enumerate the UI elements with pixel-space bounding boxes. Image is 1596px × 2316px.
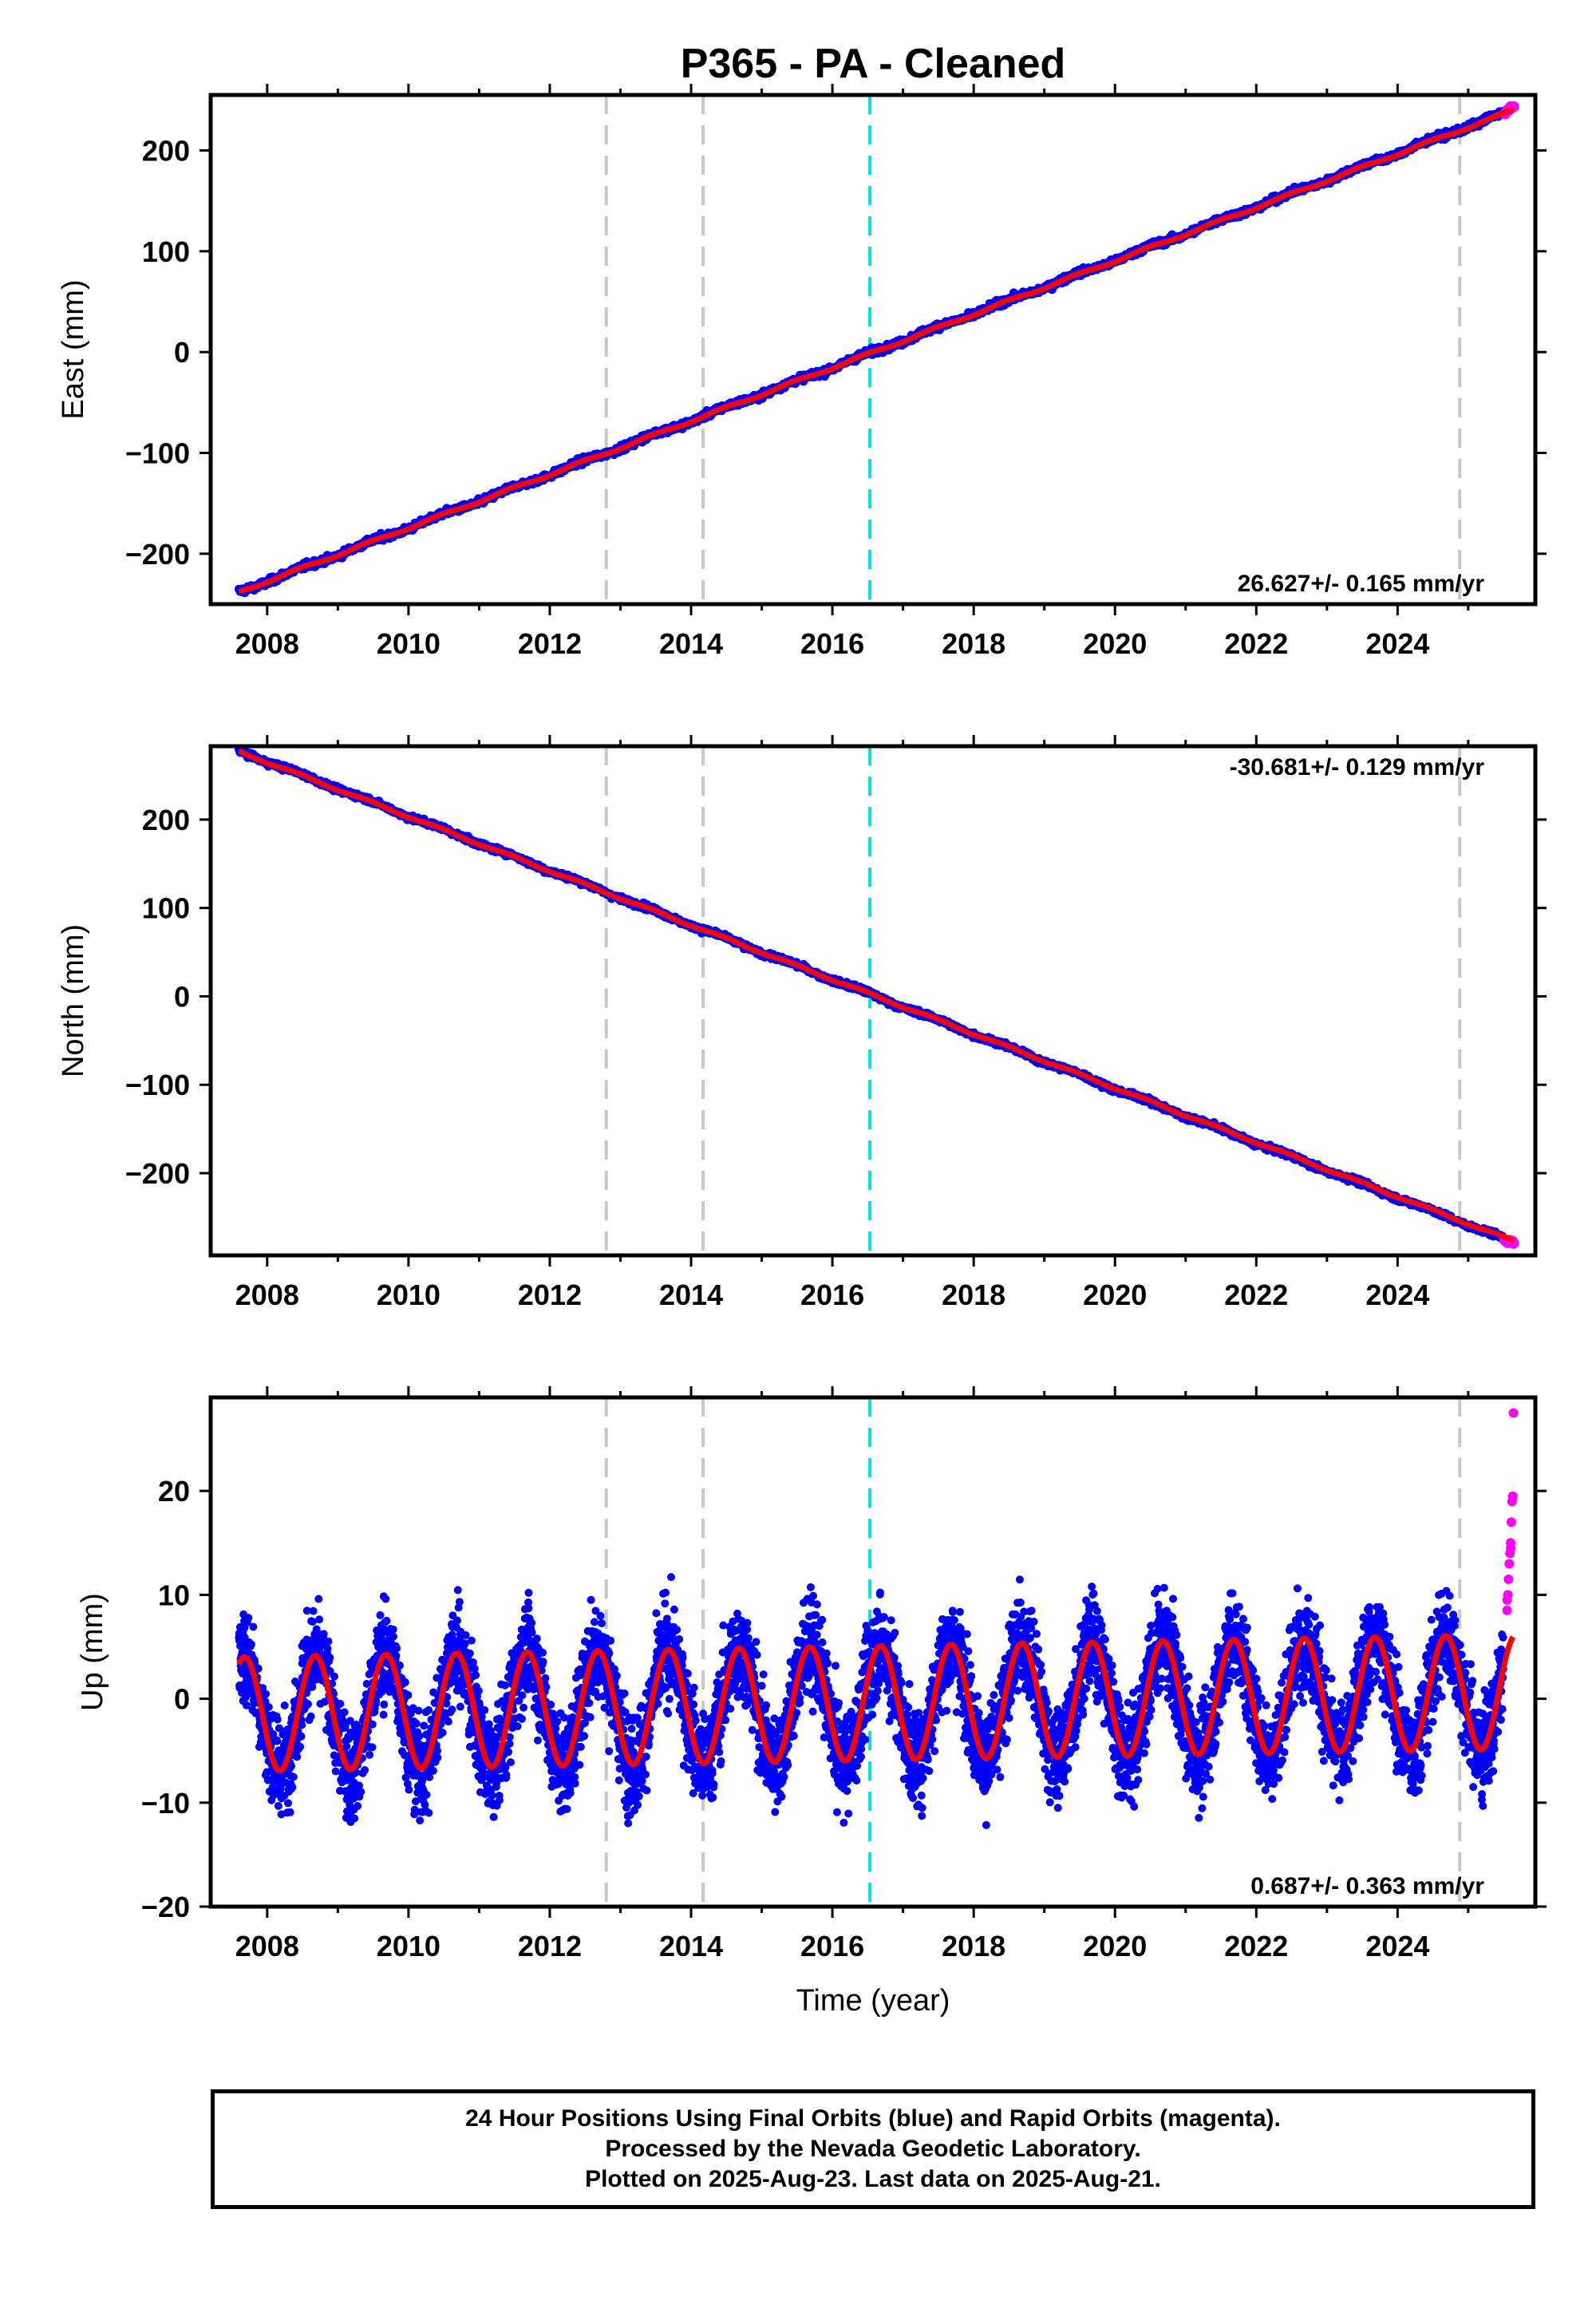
- y-axis: −200 −100 0 100 200: [125, 134, 1547, 571]
- figure-title: P365 - PA - Cleaned: [681, 41, 1066, 87]
- x-tick-label: 2024: [1365, 1279, 1429, 1311]
- x-tick-label: 2024: [1365, 627, 1429, 660]
- x-tick-label: 2010: [377, 1930, 440, 1962]
- rapid-point: [1508, 1408, 1519, 1418]
- velocity-annotation: 0.687+/- 0.363 mm/yr: [1250, 1873, 1484, 1899]
- x-tick-label: 2014: [659, 1930, 723, 1962]
- y-tick-label: 200: [142, 134, 190, 167]
- footer-caption-box: 24 Hour Positions Using Final Orbits (bl…: [211, 2089, 1535, 2209]
- x-tick-label: 2020: [1083, 1930, 1147, 1962]
- rapid-point: [1506, 1517, 1516, 1528]
- x-tick-label: 2010: [377, 627, 440, 660]
- panel-data: [234, 746, 1519, 1249]
- rapid-orbit-points: [1502, 1408, 1519, 1615]
- plot-frame: [208, 93, 1538, 607]
- x-tick-label: 2010: [377, 1279, 440, 1311]
- x-tick-label: 2016: [800, 1279, 864, 1311]
- y-tick-label: 0: [174, 336, 190, 369]
- y-axis: −20 −10 0 10 20: [141, 1475, 1547, 1923]
- x-tick-label: 2018: [942, 1930, 1005, 1962]
- panel-data: [234, 101, 1519, 598]
- plot-frame: [208, 744, 1538, 1258]
- rapid-point: [1502, 1605, 1512, 1615]
- x-tick-label: 2020: [1083, 1279, 1147, 1311]
- y-tick-label: −20: [141, 1891, 190, 1923]
- x-axis: 2008 2010 2012 2014 2016 2018 2020 2022 2024: [235, 735, 1470, 1311]
- model-fit-line: [236, 1633, 1516, 1774]
- y-tick-label: −100: [125, 1069, 190, 1101]
- y-tick-label: 200: [142, 804, 190, 836]
- y-tick-label: −100: [125, 437, 190, 469]
- velocity-annotation: -30.681+/- 0.129 mm/yr: [1230, 754, 1485, 781]
- y-tick-label: 100: [142, 235, 190, 268]
- x-tick-label: 2012: [518, 627, 582, 660]
- plot-frame: [208, 1395, 1538, 1909]
- x-axis: 2008 2010 2012 2014 2016 2018 2020 2022 2024: [235, 84, 1470, 660]
- x-tick-label: 2022: [1224, 1279, 1288, 1311]
- y-tick-label: 10: [158, 1579, 190, 1611]
- y-axis-label: Up (mm): [76, 1593, 109, 1711]
- rapid-point: [1502, 1595, 1512, 1605]
- x-axis: 2008 2010 2012 2014 2016 2018 2020 2022 2024: [235, 1386, 1470, 1962]
- chart-panel-1: 2008 2010 2012 2014 2016 2018 2020 2022 2024 −200…: [57, 84, 1547, 660]
- rapid-point: [1506, 1538, 1516, 1548]
- footer-line-2: Processed by the Nevada Geodetic Laborat…: [605, 2136, 1141, 2162]
- x-tick-label: 2008: [235, 1279, 299, 1311]
- footer-line-3: Plotted on 2025-Aug-23. Last data on 202…: [585, 2166, 1161, 2192]
- rapid-point: [1503, 1574, 1514, 1584]
- y-tick-label: −200: [125, 1157, 190, 1190]
- x-tick-label: 2018: [942, 1279, 1005, 1311]
- x-tick-label: 2022: [1224, 1930, 1288, 1962]
- x-tick-label: 2020: [1083, 627, 1147, 660]
- footer-line-1: 24 Hour Positions Using Final Orbits (bl…: [465, 2105, 1281, 2132]
- x-tick-label: 2008: [235, 1930, 299, 1962]
- x-tick-label: 2022: [1224, 627, 1288, 660]
- velocity-annotation: 26.627+/- 0.165 mm/yr: [1238, 571, 1485, 597]
- y-tick-label: 20: [158, 1475, 190, 1508]
- y-tick-label: −10: [141, 1787, 190, 1820]
- y-axis: −200 −100 0 100 200: [125, 804, 1547, 1190]
- x-tick-label: 2014: [659, 1279, 723, 1311]
- y-tick-label: 0: [174, 1683, 190, 1716]
- x-axis-label: Time (year): [796, 1984, 950, 2018]
- x-tick-label: 2008: [235, 627, 299, 660]
- chart-panel-2: 2008 2010 2012 2014 2016 2018 2020 2022 2024 −200…: [57, 735, 1547, 1311]
- rapid-point: [1507, 1491, 1518, 1501]
- final-orbit-points: [235, 1573, 1508, 1829]
- x-tick-label: 2018: [942, 627, 1005, 660]
- rapid-point: [1504, 1559, 1515, 1569]
- model-fit-line: [236, 748, 1516, 1243]
- x-tick-label: 2014: [659, 627, 723, 660]
- chart-panel-3: 2008 2010 2012 2014 2016 2018 2020 2022 2024−20−…: [76, 1386, 1547, 2018]
- x-tick-label: 2024: [1365, 1930, 1429, 1962]
- panel-data: [235, 1408, 1519, 1829]
- y-tick-label: 0: [174, 980, 190, 1013]
- x-tick-label: 2016: [800, 627, 864, 660]
- y-tick-label: −200: [125, 538, 190, 571]
- y-axis-label: North (mm): [57, 924, 90, 1077]
- x-tick-label: 2012: [518, 1930, 582, 1962]
- y-tick-label: 100: [142, 892, 190, 925]
- y-axis-label: East (mm): [57, 279, 90, 419]
- model-fit-line: [236, 107, 1516, 595]
- x-tick-label: 2016: [800, 1930, 864, 1962]
- x-tick-label: 2012: [518, 1279, 582, 1311]
